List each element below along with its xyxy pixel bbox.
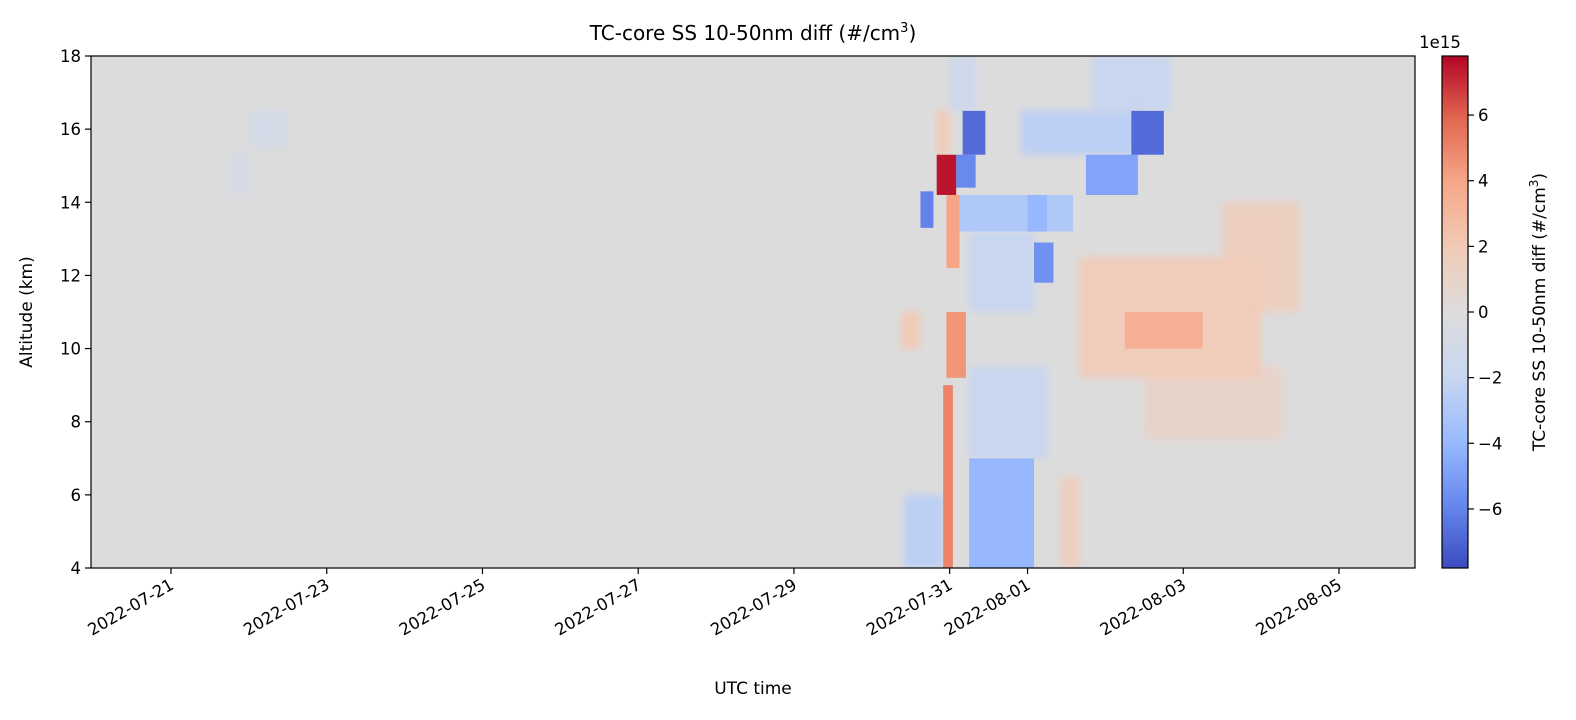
colorbar-tick-label: 4 — [1478, 172, 1489, 191]
colorbar: −6 −4 −2 0 2 4 6 1e15 TC-core SS 10-50nm diff … — [1419, 33, 1550, 569]
heatmap-cell — [1034, 242, 1054, 283]
heatmap-cell — [229, 154, 249, 195]
x-tick-label: 2022-07-21 — [84, 575, 177, 639]
x-axis-label: UTC time — [714, 679, 792, 699]
colorbar-label: TC-core SS 10-50nm diff (#/cm3) — [1527, 173, 1550, 452]
heatmap-cell — [943, 385, 953, 568]
colorbar-exponent: 1e15 — [1419, 33, 1461, 52]
colorbar-tick-label: −4 — [1478, 434, 1502, 453]
x-tick-label: 2022-08-05 — [1252, 575, 1345, 639]
heatmap-cell — [1021, 110, 1138, 155]
x-axis: 2022-07-21 2022-07-23 2022-07-25 2022-07-27… — [84, 568, 1345, 639]
heatmap-cell — [1085, 154, 1138, 195]
heatmap-cell — [962, 110, 986, 155]
heatmap-cell — [946, 312, 966, 378]
x-tick-label: 2022-07-31 — [863, 575, 956, 639]
plot-frame — [90, 55, 1416, 569]
heatmap-cell — [1144, 366, 1281, 440]
colorbar-scale — [1441, 55, 1469, 569]
y-tick-label: 16 — [60, 120, 81, 139]
heatmap-cell — [920, 191, 934, 228]
heatmap-cell — [1059, 476, 1080, 568]
heatmap-cell — [1124, 312, 1203, 349]
plot-area — [90, 55, 1416, 569]
heatmap-cell — [969, 458, 1035, 568]
y-tick-label: 18 — [60, 47, 81, 66]
y-tick-label: 4 — [71, 559, 82, 578]
x-tick-label: 2022-08-03 — [1097, 575, 1190, 639]
heatmap-cell — [969, 231, 1035, 312]
colorbar-tick-label: 6 — [1478, 106, 1489, 125]
y-axis: 4 6 8 10 12 14 16 18 — [60, 47, 91, 578]
heatmap-cell — [936, 154, 957, 195]
chart-title: TC-core SS 10-50nm diff (#/cm3) — [589, 21, 917, 45]
x-tick-label: 2022-08-01 — [941, 575, 1034, 639]
x-tick-label: 2022-07-23 — [240, 575, 333, 639]
heatmap-cell — [936, 110, 950, 155]
y-axis-label: Altitude (km) — [17, 256, 37, 368]
colorbar-tick-label: −6 — [1478, 500, 1502, 519]
y-tick-label: 12 — [60, 266, 81, 285]
heatmap-cell — [949, 56, 976, 111]
y-tick-label: 8 — [71, 413, 82, 432]
y-tick-label: 6 — [71, 486, 82, 505]
heatmap-cell — [1131, 110, 1164, 155]
heatmap-cell — [901, 312, 921, 349]
x-tick-label: 2022-07-29 — [707, 575, 800, 639]
heatmap-cell — [956, 154, 976, 188]
colorbar-ticks: −6 −4 −2 0 2 4 6 — [1468, 106, 1502, 519]
y-tick-label: 14 — [60, 193, 81, 212]
colorbar-tick-label: 0 — [1478, 303, 1489, 322]
colorbar-tick-label: −2 — [1478, 369, 1502, 388]
heatmap-cell — [946, 194, 960, 269]
heatmap-cell — [956, 194, 1073, 232]
y-tick-label: 10 — [60, 340, 81, 359]
heatmap-cells — [229, 56, 1301, 568]
heatmap-cell — [248, 110, 288, 148]
heatmap-cell — [1092, 56, 1171, 111]
heatmap-cell — [1027, 194, 1047, 232]
x-tick-label: 2022-07-25 — [396, 575, 489, 639]
heatmap-cell — [969, 366, 1047, 459]
heatmap-cell — [904, 494, 944, 568]
colorbar-tick-label: 2 — [1478, 237, 1489, 256]
x-tick-label: 2022-07-27 — [552, 575, 645, 639]
